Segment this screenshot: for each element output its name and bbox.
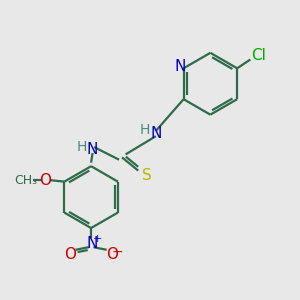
Text: N: N [86,236,98,251]
Text: CH₃: CH₃ [14,174,37,187]
Text: O: O [40,173,52,188]
Text: N: N [174,59,186,74]
Text: Cl: Cl [251,47,266,62]
Text: N: N [150,126,162,141]
Text: N: N [87,142,98,158]
Text: H: H [76,140,87,154]
Text: O: O [64,247,76,262]
Text: O: O [106,247,118,262]
Text: H: H [140,123,150,137]
Text: −: − [112,244,123,259]
Text: S: S [142,167,152,182]
Text: +: + [93,234,102,244]
